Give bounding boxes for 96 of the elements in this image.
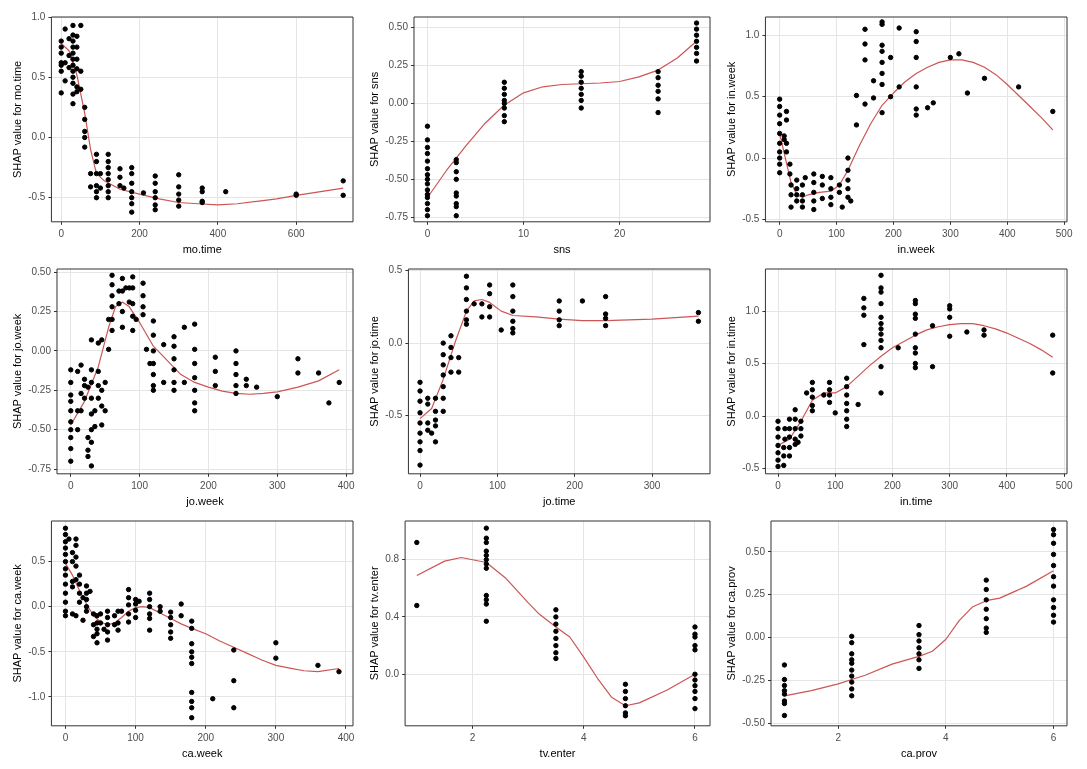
y-tick-label: 0.5 [31, 70, 46, 82]
y-tick-label: 1.0 [745, 304, 760, 316]
y-axis-title: SHAP value for ca.week [10, 563, 23, 683]
x-tick-label: 300 [942, 227, 960, 239]
x-tick-label: 500 [1055, 479, 1073, 491]
y-tick-label: -0.25 [385, 135, 409, 147]
y-tick-label: -1.0 [28, 690, 46, 702]
y-tick-label: 0.5 [745, 90, 760, 102]
x-tick-label: 6 [692, 731, 699, 743]
x-tick-label: 200 [566, 479, 584, 491]
y-tick-label: 0.0 [388, 336, 403, 348]
y-tick-label: 0.25 [388, 59, 409, 71]
y-axis-title: SHAP value for jo.week [10, 313, 23, 430]
y-axis-title: SHAP value for in.time [724, 316, 737, 427]
y-tick-label: 0.50 [745, 545, 766, 557]
x-axis-title: mo.time [182, 243, 222, 256]
x-tick-label: 100 [127, 731, 145, 743]
x-tick-label: 200 [197, 731, 215, 743]
y-tick-label: 1.0 [745, 29, 760, 41]
x-tick-label: 20 [614, 227, 626, 239]
x-tick-label: 600 [287, 227, 305, 239]
y-tick-label: -0.5 [28, 645, 46, 657]
x-tick-label: 0 [417, 479, 424, 491]
y-tick-label: 0.00 [745, 631, 766, 643]
x-tick-label: 200 [200, 479, 218, 491]
x-axis-title: ca.prov [900, 747, 938, 760]
y-axis-title: SHAP value for in.week [724, 61, 737, 178]
y-tick-label: 0.0 [745, 409, 760, 421]
x-tick-label: 2 [835, 731, 842, 743]
y-tick-label: -0.5 [742, 213, 760, 225]
y-axis-title: SHAP value for jo.time [367, 316, 380, 427]
x-tick-label: 100 [828, 227, 846, 239]
x-axis-title: jo.time [542, 495, 576, 508]
x-tick-label: 300 [941, 479, 959, 491]
y-tick-label: 0.0 [31, 600, 46, 612]
y-axis-title: SHAP value for tv.enter [367, 566, 380, 681]
x-tick-label: 0 [58, 227, 65, 239]
y-tick-label: -0.5 [742, 462, 760, 474]
x-tick-label: 4 [580, 731, 587, 743]
x-tick-label: 400 [209, 227, 227, 239]
x-tick-label: 400 [337, 479, 355, 491]
x-tick-label: 300 [268, 479, 287, 491]
y-tick-label: -0.5 [385, 409, 403, 421]
y-axis-title: SHAP value for sns [367, 71, 380, 167]
x-tick-label: 10 [517, 227, 530, 239]
x-tick-label: 300 [643, 479, 661, 491]
y-tick-label: 0.0 [31, 131, 46, 143]
x-axis-title: sns [553, 243, 572, 256]
y-tick-label: 0.00 [31, 344, 52, 356]
x-tick-label: 100 [131, 479, 149, 491]
x-tick-label: 500 [1055, 227, 1073, 239]
y-tick-label: 0.25 [31, 305, 52, 317]
y-tick-label: 0.0 [745, 151, 760, 163]
x-axis-title: tv.enter [539, 747, 576, 760]
x-tick-label: 400 [337, 731, 355, 743]
x-axis-title: jo.week [185, 495, 225, 508]
y-tick-label: -0.75 [385, 211, 409, 222]
x-tick-label: 0 [62, 731, 69, 743]
x-axis-title: in.week [897, 243, 936, 256]
y-axis-title: SHAP value for mo.time [10, 60, 23, 178]
x-axis-title: ca.week [182, 747, 223, 760]
y-tick-label: -0.5 [28, 191, 46, 203]
x-tick-label: 4 [943, 731, 950, 743]
y-tick-label: -0.25 [742, 674, 766, 686]
y-tick-label: -0.50 [385, 173, 409, 185]
x-axis-title: in.time [900, 495, 933, 508]
y-tick-label: 0.5 [388, 264, 403, 276]
x-tick-label: 0 [424, 227, 431, 239]
y-tick-label: 0.4 [385, 610, 400, 622]
x-tick-label: 300 [267, 731, 285, 743]
x-tick-label: 400 [998, 479, 1016, 491]
y-tick-label: -0.75 [28, 462, 52, 474]
x-tick-label: 0 [776, 227, 783, 239]
y-tick-label: 0.50 [388, 21, 409, 33]
x-tick-label: 100 [489, 479, 507, 491]
y-tick-label: 0.00 [388, 97, 409, 109]
x-tick-label: 100 [826, 479, 845, 491]
x-tick-label: 0 [67, 479, 74, 491]
y-axis-title: SHAP value for ca.prov [724, 565, 737, 681]
x-tick-label: 2 [469, 731, 476, 743]
x-tick-label: 400 [998, 227, 1017, 239]
y-tick-label: -0.25 [28, 384, 52, 396]
y-tick-label: 0.50 [31, 265, 52, 277]
y-tick-label: -0.50 [742, 716, 766, 728]
y-tick-label: 0.8 [385, 553, 400, 565]
x-tick-label: 200 [131, 227, 149, 239]
x-tick-label: 0 [775, 479, 782, 491]
x-tick-label: 200 [885, 227, 903, 239]
y-tick-label: -0.50 [28, 423, 52, 435]
x-tick-label: 6 [1050, 731, 1057, 743]
y-tick-label: 0.5 [745, 357, 760, 369]
y-tick-label: 1.0 [31, 10, 46, 22]
y-tick-label: 0.25 [745, 588, 766, 600]
x-tick-label: 200 [884, 479, 902, 491]
y-tick-label: 0.5 [31, 555, 46, 567]
y-tick-label: 0.0 [385, 667, 400, 679]
